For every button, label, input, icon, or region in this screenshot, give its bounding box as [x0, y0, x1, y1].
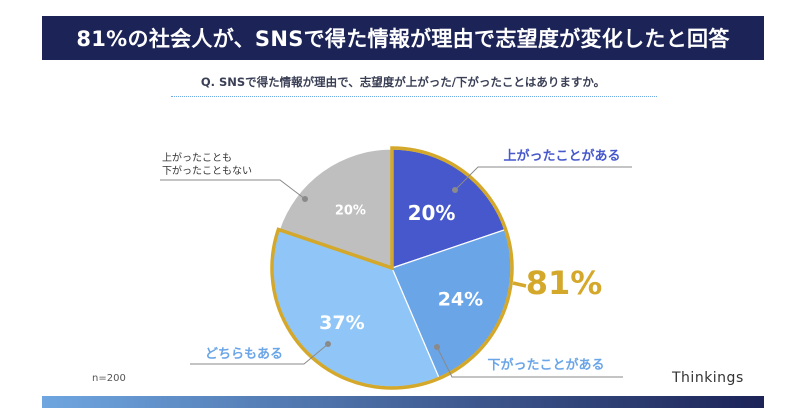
- category-label: 上がったことがある: [503, 148, 620, 164]
- leader-line: [190, 343, 329, 365]
- survey-question: Q. SNSで得た情報が理由で、志望度が上がった/下がったことはありますか。: [200, 75, 606, 89]
- highlight-outline: [270, 146, 514, 390]
- leader-dot: [452, 187, 458, 193]
- leader-dot: [302, 196, 308, 202]
- category-label: どちらもある: [205, 347, 283, 362]
- question-underline: [171, 96, 657, 97]
- highlight-connector: [512, 281, 527, 288]
- category-label: 下がったことがある: [487, 357, 604, 373]
- value-label: 24%: [438, 288, 483, 310]
- highlight-value: 81%: [526, 264, 603, 302]
- category-label: 上がったことも下がったこともない: [162, 151, 252, 177]
- sample-size: n=200: [92, 373, 126, 384]
- footer-bar: [42, 396, 764, 408]
- brand-logo: Thinkings: [672, 370, 744, 386]
- leader-dot: [325, 341, 331, 347]
- value-label: 20%: [335, 204, 366, 219]
- page-title: 81%の社会人が、SNSで得た情報が理由で志望度が変化したと回答: [76, 27, 730, 51]
- value-label: 37%: [319, 312, 364, 334]
- title-banner: 81%の社会人が、SNSで得た情報が理由で志望度が変化したと回答: [42, 16, 764, 60]
- leader-line: [160, 179, 306, 200]
- leader-line: [454, 166, 632, 191]
- leader-dot: [434, 344, 440, 350]
- leader-line: [436, 346, 623, 378]
- value-label: 20%: [408, 201, 456, 225]
